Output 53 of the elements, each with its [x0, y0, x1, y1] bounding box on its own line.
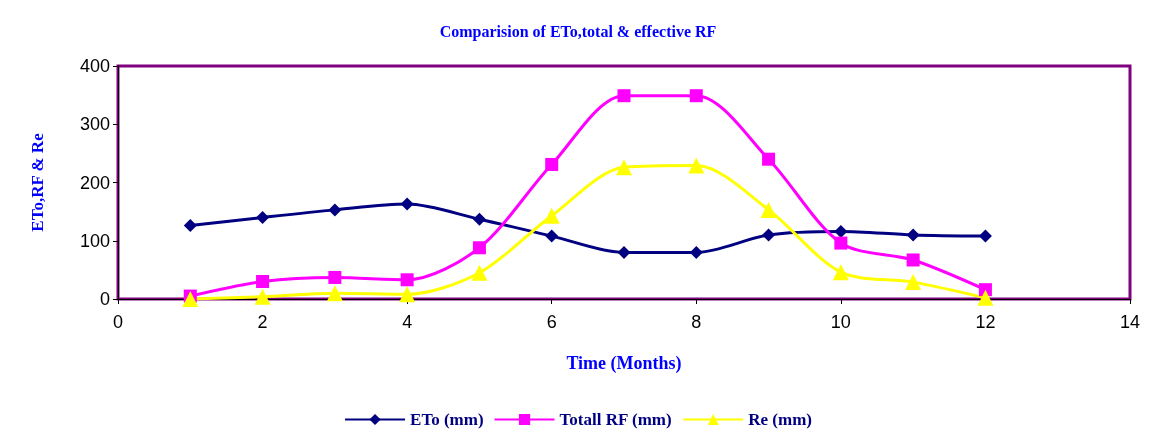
y-tick-label: 400 — [79, 56, 110, 76]
point — [689, 89, 703, 103]
legend-label: Totall RF (mm) — [559, 410, 672, 429]
legend-label: ETo (mm) — [410, 410, 484, 429]
legend-label: Re (mm) — [748, 410, 812, 429]
point — [256, 210, 270, 224]
point — [834, 224, 848, 238]
point — [689, 245, 703, 259]
point — [762, 152, 776, 166]
x-tick-label: 14 — [1119, 312, 1141, 332]
point — [545, 157, 559, 171]
point — [326, 285, 343, 302]
chart-title: Comparision of ETo,total & effective RF — [439, 22, 717, 41]
point — [400, 197, 414, 211]
y-tick-label: 200 — [79, 172, 110, 193]
point — [906, 253, 920, 267]
y-tick-label: 300 — [79, 114, 110, 135]
y-tick-label: 0 — [99, 289, 110, 309]
x-tick-label: 0 — [112, 312, 124, 332]
point — [471, 264, 488, 281]
point — [832, 264, 849, 281]
point — [256, 275, 270, 289]
x-tick-label: 8 — [691, 312, 702, 332]
point — [400, 273, 414, 287]
point — [617, 245, 631, 259]
point — [617, 89, 631, 103]
x-tick-label: 4 — [402, 312, 413, 332]
point — [834, 236, 848, 250]
point — [472, 241, 486, 255]
point — [545, 229, 559, 243]
point — [182, 291, 199, 307]
point — [905, 274, 922, 291]
point — [399, 286, 416, 303]
point — [616, 159, 632, 176]
point — [906, 228, 920, 242]
x-axis-title: Time (Months) — [566, 353, 682, 374]
x-tick-label: 10 — [830, 312, 851, 332]
point — [254, 288, 271, 305]
y-tick-label: 100 — [79, 230, 110, 251]
x-tick-label: 12 — [975, 312, 996, 332]
point — [472, 212, 486, 226]
point — [688, 157, 705, 174]
point — [762, 228, 776, 242]
point — [543, 207, 560, 224]
point — [328, 270, 342, 284]
point — [978, 229, 992, 243]
point — [183, 219, 197, 233]
point — [760, 201, 777, 218]
y-axis-title: ETo,RF & Re — [28, 132, 47, 232]
point — [328, 203, 342, 217]
point — [977, 289, 994, 306]
x-tick-label: 6 — [546, 312, 557, 332]
x-tick-label: 2 — [257, 312, 268, 332]
